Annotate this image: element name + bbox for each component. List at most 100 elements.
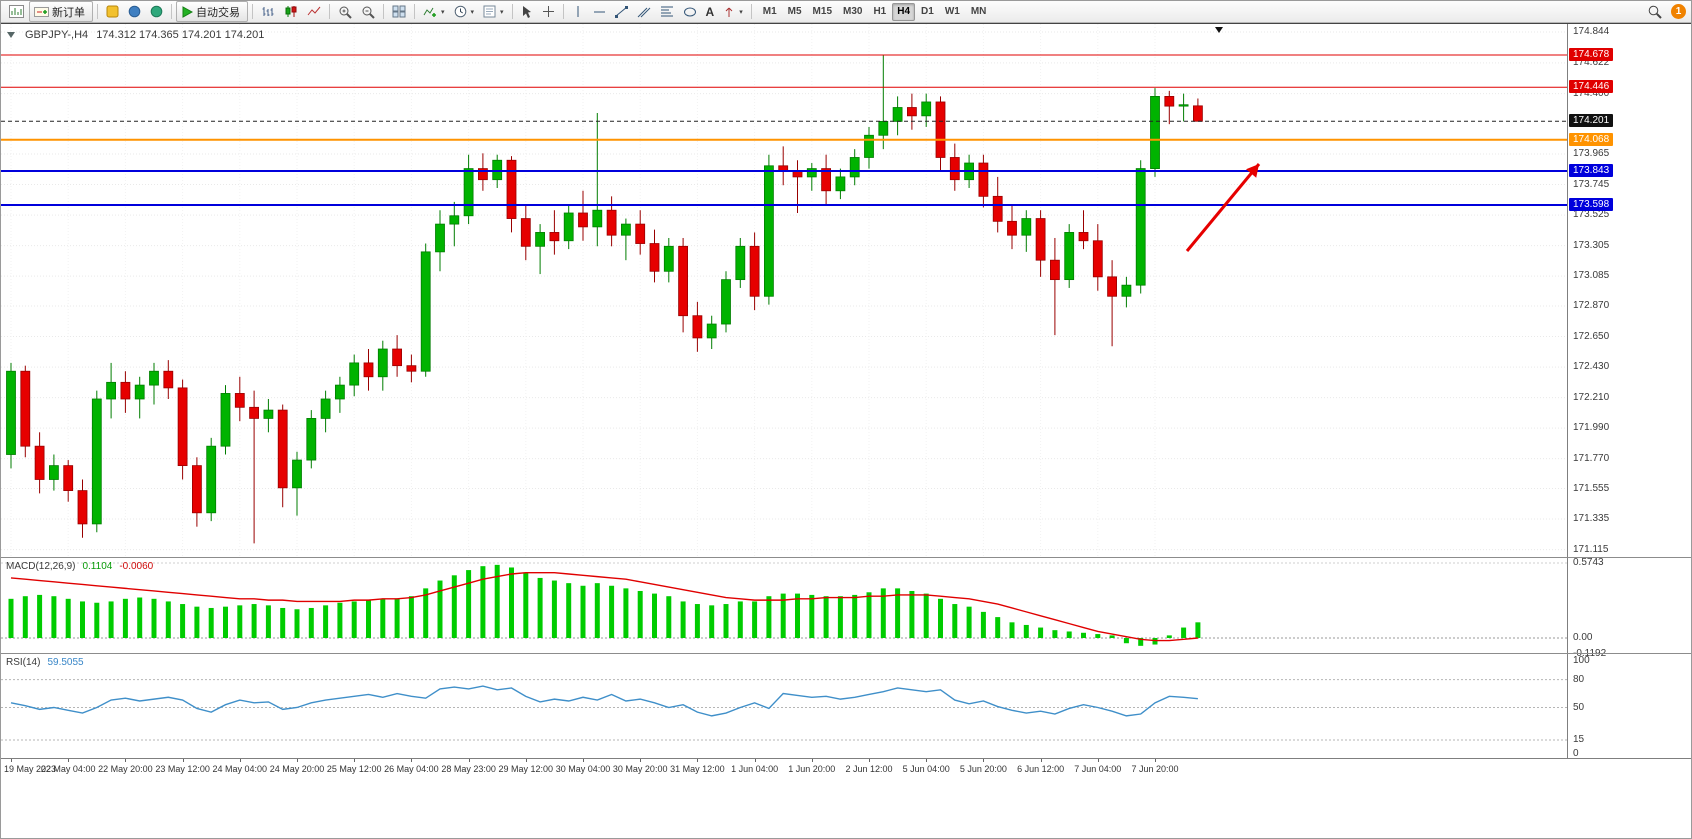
new-chart-button[interactable] [5, 1, 28, 22]
metaeditor-button[interactable] [102, 1, 123, 22]
toolbar: 新订单 自动交易 ▾ ▾ ▾ A ▾ M1 M5 M15 M30 H1 H4 D1 W1 MN [1, 1, 1691, 23]
candlestick-mode-button[interactable] [280, 1, 302, 22]
time-axis-tick [468, 759, 470, 762]
time-axis[interactable]: 19 May 2023 22 May 04:00 22 May 20:00 23 Ma… [1, 758, 1691, 781]
timeframe-H1[interactable]: H1 [873, 5, 887, 17]
macd-name: MACD(12,26,9) [6, 561, 76, 572]
channel-tool-button[interactable] [633, 1, 655, 22]
macd-label: MACD(12,26,9) 0.1104 -0.0060 [6, 561, 153, 572]
timeframe-H4[interactable]: H4 [892, 2, 916, 21]
timeframe-M5[interactable]: M5 [787, 5, 802, 17]
time-axis-label: 1 Jun 20:00 [788, 764, 836, 774]
time-axis-tick [354, 759, 356, 762]
new-order-label: 新订单 [52, 6, 85, 19]
price-axis-label: 171.990 [1573, 422, 1610, 434]
time-axis-label: 31 May 12:00 [670, 764, 725, 774]
horizontal-line-tool-button[interactable] [589, 1, 610, 22]
price-axis-label: 173.745 [1573, 178, 1610, 190]
timeframe-W1[interactable]: W1 [944, 5, 960, 17]
timeframe-M1[interactable]: M1 [762, 5, 777, 17]
timeframe-M30[interactable]: M30 [843, 5, 863, 17]
toolbar-separator [252, 4, 253, 19]
time-axis-label: 7 Jun 20:00 [1131, 764, 1179, 774]
macd-signal-value: -0.0060 [119, 561, 154, 572]
time-axis-label: 5 Jun 20:00 [959, 764, 1007, 774]
time-axis-tick [1040, 759, 1042, 762]
new-order-button[interactable]: 新订单 [29, 1, 93, 22]
indicators-button[interactable]: ▾ [419, 1, 449, 22]
community-button[interactable] [146, 1, 167, 22]
panel-separator[interactable] [1, 557, 1691, 558]
zoom-out-button[interactable] [357, 1, 379, 22]
one-click-trading-toggle[interactable] [7, 32, 15, 38]
timeframe-D1[interactable]: D1 [921, 5, 934, 17]
toolbar-separator [562, 4, 564, 19]
crosshair-icon [542, 6, 554, 17]
bar-chart-icon [262, 7, 274, 16]
time-axis-label: 6 Jun 12:00 [1017, 764, 1065, 774]
line-chart-mode-button[interactable] [303, 1, 325, 22]
price-axis-label: 172.210 [1573, 391, 1610, 403]
chevron-down-icon: ▾ [470, 8, 475, 16]
cursor-icon [522, 5, 531, 18]
rsi-axis-label: 100 [1573, 655, 1590, 666]
zoom-in-button[interactable] [334, 1, 356, 22]
metaeditor-icon [106, 5, 119, 18]
rsi-canvas[interactable] [1, 654, 1567, 758]
text-tool-button[interactable]: A [702, 1, 719, 22]
fibonacci-tool-button[interactable] [656, 1, 678, 22]
tile-windows-icon [392, 5, 406, 18]
price-axis-label: 171.335 [1573, 513, 1610, 525]
rsi-value: 59.5055 [47, 657, 84, 668]
panel-separator[interactable] [1, 653, 1691, 654]
time-axis-label: 22 May 04:00 [40, 764, 96, 774]
rsi-axis-label: 80 [1573, 673, 1585, 685]
templates-button[interactable]: ▾ [479, 1, 508, 22]
shapes-tool-button[interactable] [679, 1, 701, 22]
price-axis-label: 172.650 [1573, 330, 1610, 342]
time-axis-tick [583, 759, 584, 762]
time-axis-label: 23 May 12:00 [155, 764, 210, 774]
tile-windows-button[interactable] [388, 1, 410, 22]
macd-axis-label: 0.5743 [1573, 556, 1604, 568]
time-axis-tick [811, 759, 813, 762]
macd-canvas[interactable] [1, 558, 1567, 654]
template-icon [483, 5, 496, 18]
chart-shift-marker[interactable] [1215, 27, 1223, 33]
timeframe-MN[interactable]: MN [970, 5, 987, 17]
rsi-label: RSI(14) 59.5055 [6, 657, 84, 668]
price-axis-label: 173.525 [1573, 209, 1610, 221]
price-axis-label: 173.305 [1573, 239, 1610, 251]
rsi-axis-label: 15 [1573, 734, 1585, 746]
search-button[interactable] [1643, 1, 1666, 22]
clock-icon [454, 5, 466, 18]
auto-trading-label: 自动交易 [196, 6, 240, 19]
auto-trading-button[interactable]: 自动交易 [176, 1, 248, 22]
chart-ohlc-values: 174.312 174.365 174.201 174.201 [96, 29, 265, 41]
price-chart-canvas[interactable] [1, 24, 1567, 558]
timeframe-M15[interactable]: M15 [812, 5, 832, 17]
cursor-button[interactable] [517, 1, 537, 22]
zoom-in-icon [339, 6, 352, 19]
price-axis[interactable]: 174.844 174.622 174.400 173.965 173.745 173.5… [1567, 24, 1691, 759]
time-axis-label: 24 May 20:00 [269, 764, 325, 774]
time-axis-label: 24 May 04:00 [212, 764, 268, 774]
fibonacci-icon [660, 6, 673, 17]
time-axis-label: 19 May 2023 [4, 764, 57, 774]
vertical-line-icon [577, 6, 579, 17]
chevron-down-icon: ▾ [441, 8, 445, 16]
crosshair-button[interactable] [538, 1, 559, 22]
toolbar-separator [383, 4, 384, 19]
bar-chart-mode-button[interactable] [257, 1, 279, 22]
accounts-button[interactable] [124, 1, 145, 22]
candlestick-icon [285, 6, 297, 17]
time-axis-label: 7 Jun 04:00 [1074, 764, 1122, 774]
arrow-tool-button[interactable]: ▾ [719, 1, 747, 22]
price-axis-label: 173.965 [1573, 148, 1610, 159]
trendline-tool-button[interactable] [611, 1, 632, 22]
vertical-line-tool-button[interactable] [568, 1, 588, 22]
time-axis-tick [239, 759, 241, 762]
periods-button[interactable]: ▾ [450, 1, 479, 22]
notification-badge[interactable]: 1 [1671, 4, 1686, 19]
current-price-tag: 174.201 [1569, 114, 1614, 128]
